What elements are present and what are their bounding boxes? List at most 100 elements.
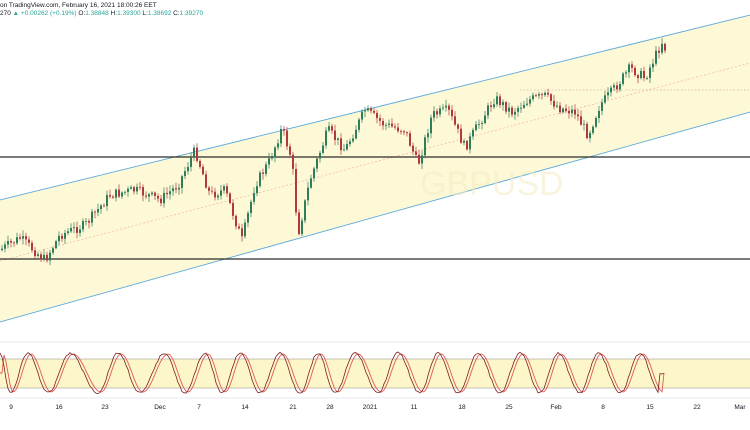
candle-body[interactable] <box>586 123 588 139</box>
channel-median-line[interactable] <box>0 62 750 262</box>
candle-body[interactable] <box>403 131 405 133</box>
candle-body[interactable] <box>298 212 300 235</box>
candle-body[interactable] <box>430 117 432 134</box>
candle-body[interactable] <box>631 64 633 68</box>
candle-body[interactable] <box>448 105 450 110</box>
candle-body[interactable] <box>637 75 639 79</box>
candle-body[interactable] <box>445 105 447 108</box>
candle-body[interactable] <box>82 221 84 230</box>
candle-body[interactable] <box>664 43 666 51</box>
candle-body[interactable] <box>226 186 228 194</box>
candle-body[interactable] <box>655 50 657 64</box>
candle-body[interactable] <box>565 108 567 111</box>
candle-body[interactable] <box>559 105 561 113</box>
candle-body[interactable] <box>262 172 264 174</box>
candle-body[interactable] <box>607 92 609 96</box>
candle-body[interactable] <box>460 128 462 143</box>
candle-body[interactable] <box>85 221 87 222</box>
candle-body[interactable] <box>544 92 546 96</box>
candle-body[interactable] <box>379 118 381 121</box>
candle-body[interactable] <box>358 119 360 130</box>
candle-body[interactable] <box>316 158 318 169</box>
candle-body[interactable] <box>43 254 45 260</box>
candle-body[interactable] <box>364 110 366 112</box>
candle-body[interactable] <box>580 116 582 125</box>
candle-body[interactable] <box>208 187 210 191</box>
candle-body[interactable] <box>256 186 258 194</box>
candle-body[interactable] <box>139 186 141 188</box>
candle-body[interactable] <box>556 105 558 107</box>
candle-body[interactable] <box>490 105 492 107</box>
candle-body[interactable] <box>553 100 555 107</box>
candle-body[interactable] <box>55 241 57 249</box>
candle-body[interactable] <box>133 187 135 192</box>
candle-body[interactable] <box>331 126 333 131</box>
candle-body[interactable] <box>205 174 207 188</box>
candle-body[interactable] <box>367 108 369 111</box>
candle-body[interactable] <box>28 239 30 243</box>
candle-body[interactable] <box>274 147 276 158</box>
candle-body[interactable] <box>481 123 483 124</box>
time-axis[interactable]: 9 16 23 Dec 7 14 21 28 2021 11 18 25 Feb 8 15 22 Mar <box>0 397 750 411</box>
candle-body[interactable] <box>223 186 225 191</box>
candle-body[interactable] <box>160 198 162 204</box>
candle-body[interactable] <box>304 200 306 221</box>
candle-body[interactable] <box>175 188 177 190</box>
candle-body[interactable] <box>154 192 156 196</box>
candle-body[interactable] <box>652 63 654 68</box>
candle-body[interactable] <box>22 236 24 239</box>
candle-body[interactable] <box>118 189 120 197</box>
candle-body[interactable] <box>271 157 273 159</box>
candle-body[interactable] <box>439 108 441 115</box>
candle-body[interactable] <box>454 116 456 125</box>
candle-body[interactable] <box>58 235 60 242</box>
candle-body[interactable] <box>97 209 99 213</box>
candle-body[interactable] <box>418 154 420 164</box>
candle-body[interactable] <box>16 237 18 244</box>
candle-body[interactable] <box>619 84 621 90</box>
candle-body[interactable] <box>196 147 198 161</box>
candle-body[interactable] <box>76 227 78 233</box>
candle-body[interactable] <box>283 129 285 131</box>
candle-body[interactable] <box>103 205 105 207</box>
candle-body[interactable] <box>346 144 348 150</box>
candle-body[interactable] <box>424 137 426 156</box>
candle-body[interactable] <box>502 102 504 106</box>
candle-body[interactable] <box>193 147 195 158</box>
candle-body[interactable] <box>484 115 486 124</box>
candle-body[interactable] <box>328 126 330 131</box>
candle-body[interactable] <box>310 178 312 188</box>
candle-body[interactable] <box>181 176 183 188</box>
candle-body[interactable] <box>610 87 612 93</box>
candle-body[interactable] <box>115 189 117 198</box>
candle-body[interactable] <box>307 187 309 201</box>
candle-body[interactable] <box>640 71 642 78</box>
candle-body[interactable] <box>463 140 465 143</box>
candle-body[interactable] <box>184 171 186 177</box>
candle-body[interactable] <box>127 188 129 192</box>
candle-body[interactable] <box>10 241 12 243</box>
candle-body[interactable] <box>466 140 468 150</box>
candle-body[interactable] <box>238 226 240 229</box>
candle-body[interactable] <box>340 138 342 151</box>
stochastic-k-line[interactable] <box>0 351 665 395</box>
candle-body[interactable] <box>352 138 354 142</box>
candle-body[interactable] <box>199 160 201 167</box>
candle-body[interactable] <box>7 241 9 245</box>
candle-body[interactable] <box>604 95 606 103</box>
candle-body[interactable] <box>61 235 63 239</box>
candle-body[interactable] <box>532 95 534 100</box>
candle-body[interactable] <box>634 67 636 76</box>
candle-body[interactable] <box>1 248 3 250</box>
candle-body[interactable] <box>421 155 423 164</box>
candle-body[interactable] <box>232 203 234 216</box>
candle-body[interactable] <box>52 248 54 253</box>
candle-body[interactable] <box>574 109 576 115</box>
candle-body[interactable] <box>268 158 270 165</box>
stochastic-d-line[interactable] <box>0 353 665 393</box>
candle-body[interactable] <box>91 211 93 223</box>
candle-body[interactable] <box>37 254 39 256</box>
candle-body[interactable] <box>601 102 603 111</box>
candle-body[interactable] <box>88 221 90 223</box>
